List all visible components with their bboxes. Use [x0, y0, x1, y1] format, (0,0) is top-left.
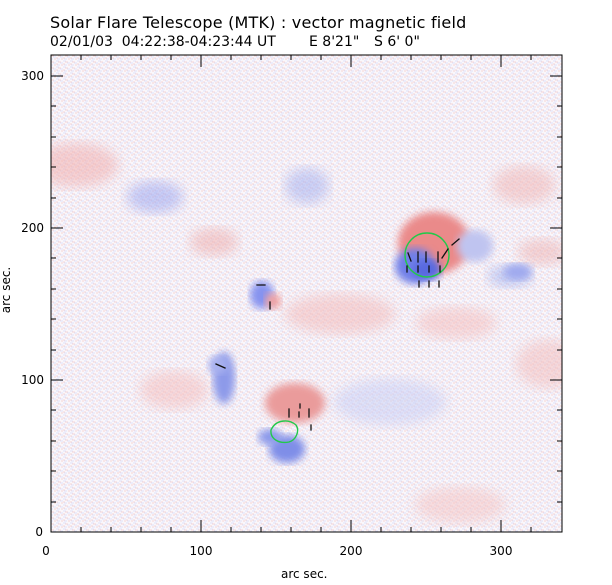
- observation-time: 02/01/03 04:22:38-04:23:44 UT: [50, 34, 276, 50]
- y-axis-label: arc sec.: [0, 266, 14, 314]
- active-region-contour-south: [270, 420, 299, 444]
- y-tick-label: 0: [35, 525, 43, 539]
- x-tick-label: 100: [190, 544, 213, 558]
- y-tick-label: 200: [21, 221, 44, 235]
- x-tick-label: 300: [490, 544, 513, 558]
- x-axis-label: arc sec.: [281, 567, 328, 581]
- field-background: [51, 55, 562, 532]
- y-axis-ticks: [51, 75, 562, 533]
- field-vectors: [215, 238, 460, 431]
- x-tick-label: 0: [42, 544, 50, 558]
- x-axis-ticks: [50, 55, 532, 532]
- axis-frame: [50, 54, 563, 533]
- active-region-contour-north: [404, 232, 450, 278]
- x-tick-label: 200: [340, 544, 363, 558]
- tick-labels: 0 100 200 300 0 100 200 300: [21, 69, 512, 558]
- figure-title: Solar Flare Telescope (MTK) : vector mag…: [50, 13, 467, 32]
- south-coordinate: S 6' 0": [374, 34, 420, 50]
- y-tick-label: 300: [21, 69, 44, 83]
- field-contours: [270, 232, 450, 444]
- y-tick-label: 100: [21, 373, 44, 387]
- east-coordinate: E 8'21": [309, 34, 360, 50]
